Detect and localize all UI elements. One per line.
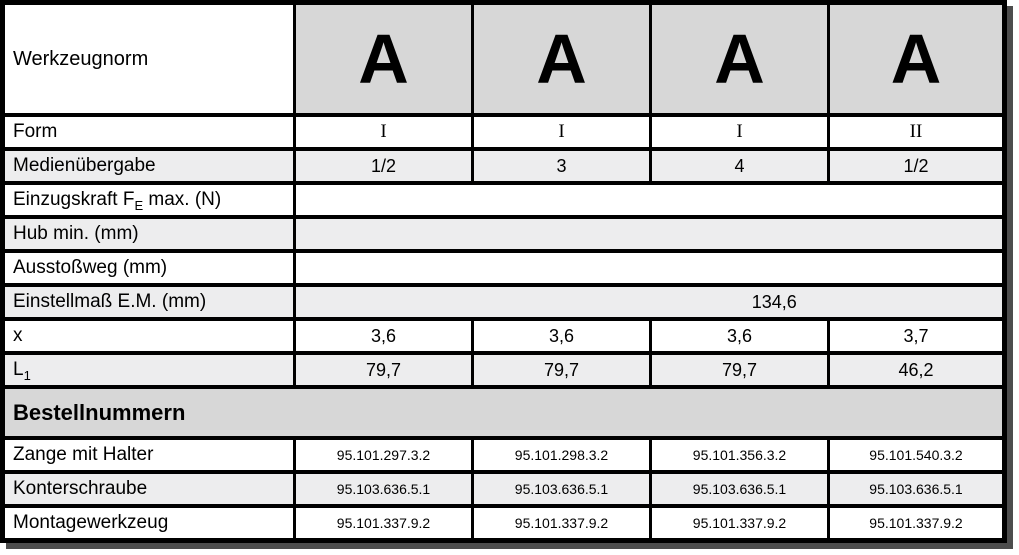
row-einzugskraft: Einzugskraft FE max. (N) xyxy=(1,181,1006,219)
konterschraube-partno-1: 95.103.636.5.1 xyxy=(293,470,474,508)
label-text-post: max. (N) xyxy=(143,189,222,210)
konterschraube-partno-4: 95.103.636.5.1 xyxy=(827,470,1006,508)
row-l1: L1 79,7 79,7 79,7 46,2 xyxy=(1,351,1006,389)
header-label-werkzeugnorm: Werkzeugnorm xyxy=(1,0,296,117)
l1-value-1: 79,7 xyxy=(293,351,474,389)
row-label-x: x xyxy=(1,317,296,355)
row-label-einstellmass: Einstellmaß E.M. (mm) xyxy=(1,283,296,321)
medienuebergabe-value-2: 3 xyxy=(471,147,652,185)
row-hub: Hub min. (mm) xyxy=(1,215,1006,253)
row-label-einzugskraft: Einzugskraft FE max. (N) xyxy=(1,181,296,219)
spec-sheet: Werkzeugnorm A A A A Form I I I II Medie… xyxy=(0,0,1007,543)
montagewerkzeug-partno-1: 95.101.337.9.2 xyxy=(293,504,474,543)
row-label-zange: Zange mit Halter xyxy=(1,436,296,474)
form-value-1: I xyxy=(293,113,474,151)
row-ausstossweg: Ausstoßweg (mm) xyxy=(1,249,1006,287)
medienuebergabe-value-4: 1/2 xyxy=(827,147,1006,185)
tool-norm-header-2: A xyxy=(471,0,652,117)
tool-spec-table: Werkzeugnorm A A A A Form I I I II Medie… xyxy=(0,0,1007,543)
row-label-medienuebergabe: Medienübergabe xyxy=(1,147,296,185)
row-label-form: Form xyxy=(1,113,296,151)
row-label-hub: Hub min. (mm) xyxy=(1,215,296,253)
x-value-1: 3,6 xyxy=(293,317,474,355)
x-value-4: 3,7 xyxy=(827,317,1006,355)
montagewerkzeug-partno-4: 95.101.337.9.2 xyxy=(827,504,1006,543)
row-form: Form I I I II xyxy=(1,113,1006,151)
montagewerkzeug-partno-3: 95.101.337.9.2 xyxy=(649,504,830,543)
tool-norm-header-4: A xyxy=(827,0,1006,117)
section-title: Bestellnummern xyxy=(1,385,1006,440)
l1-value-2: 79,7 xyxy=(471,351,652,389)
konterschraube-partno-3: 95.103.636.5.1 xyxy=(649,470,830,508)
label-text-pre: L xyxy=(13,359,24,380)
x-value-2: 3,6 xyxy=(471,317,652,355)
x-value-3: 3,6 xyxy=(649,317,830,355)
form-value-3: I xyxy=(649,113,830,151)
form-value-2: I xyxy=(471,113,652,151)
row-label-konterschraube: Konterschraube xyxy=(1,470,296,508)
table-header-row: Werkzeugnorm A A A A xyxy=(1,0,1006,117)
medienuebergabe-value-1: 1/2 xyxy=(293,147,474,185)
row-x: x 3,6 3,6 3,6 3,7 xyxy=(1,317,1006,355)
row-zange-mit-halter: Zange mit Halter 95.101.297.3.2 95.101.2… xyxy=(1,436,1006,474)
tool-norm-header-1: A xyxy=(293,0,474,117)
label-subscript: 1 xyxy=(23,367,31,383)
label-subscript: E xyxy=(134,197,144,213)
label-text-pre: Einzugskraft F xyxy=(13,189,135,210)
konterschraube-partno-2: 95.103.636.5.1 xyxy=(471,470,652,508)
form-value-4: II xyxy=(827,113,1006,151)
row-section-bestellnummern: Bestellnummern xyxy=(1,385,1006,440)
l1-value-4: 46,2 xyxy=(827,351,1006,389)
zange-partno-3: 95.101.356.3.2 xyxy=(649,436,830,474)
l1-value-3: 79,7 xyxy=(649,351,830,389)
row-label-l1: L1 xyxy=(1,351,296,389)
row-montagewerkzeug: Montagewerkzeug 95.101.337.9.2 95.101.33… xyxy=(1,504,1006,543)
zange-partno-2: 95.101.298.3.2 xyxy=(471,436,652,474)
zange-partno-1: 95.101.297.3.2 xyxy=(293,436,474,474)
row-medienuebergabe: Medienübergabe 1/2 3 4 1/2 xyxy=(1,147,1006,185)
tool-norm-header-3: A xyxy=(649,0,830,117)
row-label-montagewerkzeug: Montagewerkzeug xyxy=(1,504,296,543)
einstellmass-value: 134,6 xyxy=(293,283,1006,321)
hub-value xyxy=(293,215,1006,253)
zange-partno-4: 95.101.540.3.2 xyxy=(827,436,1006,474)
row-konterschraube: Konterschraube 95.103.636.5.1 95.103.636… xyxy=(1,470,1006,508)
medienuebergabe-value-3: 4 xyxy=(649,147,830,185)
einzugskraft-value xyxy=(293,181,1006,219)
row-label-ausstossweg: Ausstoßweg (mm) xyxy=(1,249,296,287)
row-einstellmass: Einstellmaß E.M. (mm) 134,6 xyxy=(1,283,1006,321)
ausstossweg-value xyxy=(293,249,1006,287)
montagewerkzeug-partno-2: 95.101.337.9.2 xyxy=(471,504,652,543)
